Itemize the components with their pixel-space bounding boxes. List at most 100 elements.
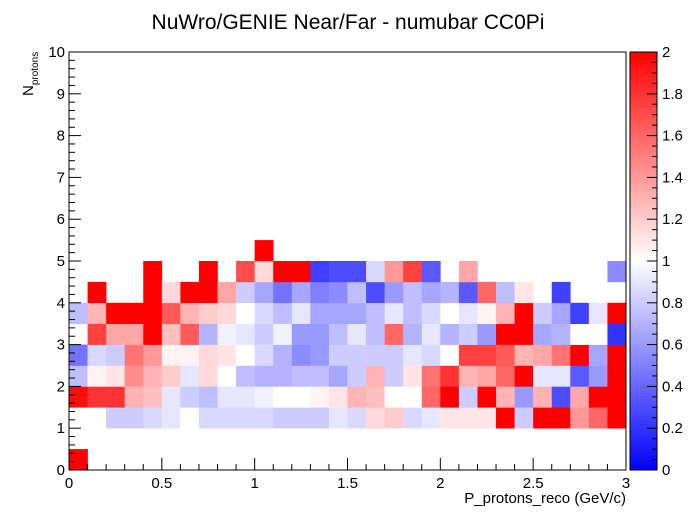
heatmap-cell	[217, 323, 237, 345]
heatmap-cell	[69, 365, 88, 387]
heatmap-cell	[496, 407, 515, 429]
heatmap-cell	[124, 386, 144, 408]
heatmap-cell	[310, 407, 330, 429]
heatmap-cell	[533, 344, 553, 366]
heatmap-cell	[273, 407, 293, 429]
heatmap-cell	[310, 302, 330, 324]
heatmap-cell	[180, 281, 200, 304]
color-scale-tick-label: 1	[662, 253, 670, 270]
color-scale-ticks: 0 0.2 0.4 0.6 0.8 1 1.2 1.4 1.6 1.8 2	[647, 44, 683, 479]
heatmap-cell	[254, 365, 274, 387]
heatmap-cell	[161, 407, 181, 429]
heatmap-cell	[384, 323, 404, 345]
heatmap-cell	[328, 281, 348, 304]
heatmap-cell	[496, 344, 515, 366]
heatmap-cell	[236, 386, 255, 408]
heatmap-cell	[328, 261, 348, 283]
heatmap-cell	[458, 261, 478, 283]
heatmap-cell	[347, 365, 367, 387]
heatmap-cell	[570, 386, 590, 408]
heatmap-cell	[180, 344, 200, 366]
x-tick-label: 0.5	[151, 475, 172, 492]
heatmap-cell	[440, 386, 460, 408]
heatmap-cell	[124, 407, 144, 429]
heatmap-cell	[106, 302, 125, 324]
heatmap-cell	[273, 323, 293, 345]
heatmap-cell	[384, 281, 404, 304]
heatmap-cell	[87, 386, 107, 408]
heatmap-cell	[217, 281, 237, 304]
heatmap-cell	[533, 323, 553, 345]
heatmap-cell	[236, 407, 255, 429]
heatmap-cell	[161, 323, 181, 345]
heatmap-cell	[236, 281, 255, 304]
heatmap-cell	[198, 386, 218, 408]
x-tick-label: 2.5	[523, 475, 544, 492]
heatmap-cell	[551, 407, 571, 429]
y-tick-label: 1	[57, 420, 65, 437]
heatmap-cell	[87, 302, 107, 324]
heatmap-cell	[143, 407, 163, 429]
heatmap-cell	[496, 365, 515, 387]
heatmap-cell	[366, 365, 385, 387]
heatmap-cell	[273, 344, 293, 366]
heatmap-cell	[236, 323, 255, 345]
heatmap-cell	[310, 281, 330, 304]
color-scale-tick-label: 2	[662, 44, 670, 61]
heatmap-cell	[328, 302, 348, 324]
heatmap-cell	[124, 365, 144, 387]
heatmap-cell	[496, 386, 515, 408]
heatmap-cell	[328, 386, 348, 408]
heatmap-cell	[310, 261, 330, 283]
heatmap-cell	[198, 281, 218, 304]
heatmap-cell	[161, 386, 181, 408]
y-tick-label: 8	[57, 128, 65, 145]
heatmap-cell	[440, 407, 460, 429]
heatmap-cell	[403, 407, 423, 429]
heatmap-cell	[477, 323, 497, 345]
heatmap-cell	[273, 386, 293, 408]
heatmap-cell	[458, 407, 478, 429]
heatmap-cell	[570, 302, 590, 324]
heatmap-cell	[161, 365, 181, 387]
x-tick-label: 2	[436, 475, 444, 492]
heatmap-cell	[384, 365, 404, 387]
heatmap-cell	[161, 344, 181, 366]
y-tick-label: 0	[57, 462, 65, 479]
heatmap-cell	[69, 344, 88, 366]
heatmap-cell	[217, 302, 237, 324]
heatmap-cell	[458, 386, 478, 408]
y-tick-label: 5	[57, 253, 65, 270]
heatmap-cell	[180, 323, 200, 345]
heatmap-cell	[477, 365, 497, 387]
heatmap-cell	[69, 302, 88, 324]
heatmap-cell	[477, 386, 497, 408]
y-tick-label: 2	[57, 378, 65, 395]
heatmap-cell	[551, 365, 571, 387]
heatmap-cell	[87, 323, 107, 345]
heatmap-cell	[496, 281, 515, 304]
heatmap-cell	[403, 302, 423, 324]
heatmap-cell	[607, 323, 627, 345]
color-scale-tick-label: 1.8	[662, 86, 683, 103]
heatmap-cell	[347, 261, 367, 283]
heatmap-cell	[347, 344, 367, 366]
heatmap-cell	[403, 261, 423, 283]
heatmap-cell	[254, 323, 274, 345]
heatmap-cell	[533, 302, 553, 324]
heatmap-cell	[347, 323, 367, 345]
heatmap-cell	[198, 365, 218, 387]
heatmap-cell	[514, 386, 534, 408]
heatmap-cell	[533, 407, 553, 429]
color-scale-tick-label: 0	[662, 462, 670, 479]
x-axis: 0 0.5 1 1.5 2 2.5 3	[65, 458, 630, 492]
heatmap-cell	[236, 365, 255, 387]
heatmap-cell	[347, 281, 367, 304]
heatmap-cell	[384, 407, 404, 429]
heatmap-cell	[366, 302, 385, 324]
color-scale-tick-label: 0.6	[662, 337, 683, 354]
heatmap-cell	[588, 407, 608, 429]
heatmap-cell	[570, 365, 590, 387]
heatmap-cell	[217, 365, 237, 387]
heatmap-cell	[440, 302, 460, 324]
